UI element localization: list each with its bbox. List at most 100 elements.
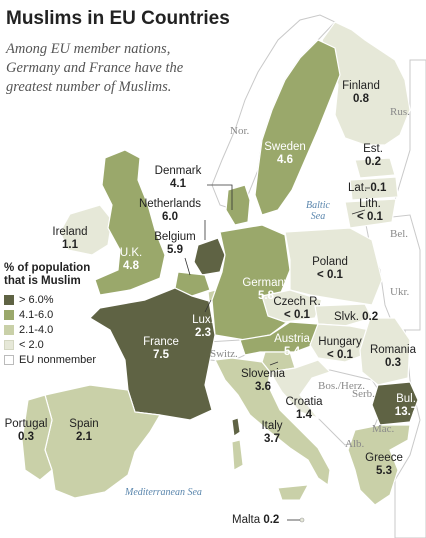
lithuania-leader (351, 209, 366, 215)
country-value: 5.8 (258, 290, 274, 302)
label-slovenia: Slovenia 3.6 (238, 368, 288, 394)
legend-item: 2.1-4.0 (4, 322, 114, 337)
netherlands-shape (193, 237, 226, 276)
map-title: Muslims in EU Countries (6, 8, 230, 29)
country-value: 5.9 (167, 244, 183, 256)
country-name: Romania (369, 344, 417, 356)
label-portugal: Portugal 0.3 (4, 418, 48, 444)
country-name: Czech R. (273, 296, 321, 308)
country-value: 4.1 (170, 178, 186, 190)
country-name: Bul. (396, 393, 416, 405)
country-name: Austria (274, 333, 310, 345)
label-belarus: Bel. (390, 228, 409, 240)
country-name: Lith. (359, 198, 381, 210)
country-name: Italy (261, 420, 283, 432)
label-spain: Spain 2.1 (66, 418, 102, 444)
country-name: U.K. (119, 247, 143, 259)
country-value: 4.6 (277, 154, 293, 166)
country-value: 1.1 (62, 239, 78, 251)
country-name: Belgium (154, 231, 196, 243)
country-value: 13.7 (394, 406, 418, 418)
sicily-shape (277, 484, 309, 501)
label-malta: Malta 0.2 (232, 514, 279, 527)
legend-swatch (4, 339, 14, 350)
country-name: Slvk. (334, 311, 359, 323)
legend-item: < 2.0 (4, 337, 114, 352)
label-albania: Alb. (345, 438, 365, 450)
label-bulgaria: Bul. 13.7 (390, 393, 422, 419)
label-belgium: Belgium 5.9 (153, 231, 197, 257)
sardinia-shape (231, 439, 244, 471)
country-value: < 0.1 (317, 269, 343, 281)
legend-swatch (4, 324, 14, 335)
poland-shape (284, 227, 383, 306)
croatia-shape (269, 359, 332, 420)
slovakia-shape (314, 303, 373, 327)
label-russia: Rus. (390, 106, 410, 118)
label-czech: Czech R. < 0.1 (272, 296, 322, 322)
ireland-shape (59, 204, 113, 256)
legend-item: 4.1-6.0 (4, 307, 114, 322)
country-value: 0.2 (263, 514, 280, 526)
corsica-shape (231, 417, 241, 437)
label-serbia: Serb. (352, 388, 375, 400)
portugal-shape (21, 394, 53, 481)
leader-lines (184, 184, 370, 521)
label-switzerland: Switz. (210, 348, 238, 360)
label-lithuania: Lith. < 0.1 (352, 198, 388, 224)
label-hungary: Hungary < 0.1 (316, 336, 364, 362)
country-value: 0.2 (362, 311, 379, 323)
country-name: Lat. (348, 182, 368, 194)
country-value: 7.5 (153, 349, 169, 361)
country-value: < 0.1 (327, 349, 353, 361)
italy-shape (214, 357, 331, 487)
country-value: 0.8 (353, 93, 369, 105)
belgium-shape (174, 271, 211, 297)
label-netherlands: Netherlands 6.0 (134, 198, 206, 224)
country-name: Netherlands (138, 198, 201, 210)
france-shape (89, 287, 216, 421)
luxembourg-leader (204, 299, 212, 313)
country-name: Malta (232, 514, 261, 526)
label-greece: Greece 5.3 (364, 452, 404, 478)
country-value: 5.4 (284, 346, 300, 358)
legend-label: EU nonmember (19, 353, 97, 366)
country-value: 5.3 (376, 465, 392, 477)
country-value: 3.7 (264, 433, 280, 445)
country-value: 0.1 (370, 182, 387, 194)
hungary-shape (309, 323, 373, 363)
country-value: 0.2 (365, 156, 381, 168)
label-italy: Italy 3.7 (256, 420, 288, 446)
legend-title: % of population that is Muslim (4, 262, 91, 287)
country-name: Est. (363, 143, 383, 155)
label-sweden: Sweden 4.6 (261, 141, 309, 167)
legend-label: > 6.0% (19, 293, 54, 306)
country-name: Germany (242, 277, 290, 289)
legend-swatch (4, 354, 14, 365)
estonia-shape (354, 157, 396, 179)
country-name: Poland (312, 256, 348, 268)
legend-label: 2.1-4.0 (19, 323, 54, 336)
country-value: < 0.1 (284, 309, 310, 321)
label-germany: Germany 5.8 (238, 277, 294, 303)
malta-shape (299, 517, 305, 523)
country-value: < 0.1 (357, 211, 383, 223)
slovenia-leader (269, 361, 279, 366)
country-value: 0.3 (18, 431, 34, 443)
label-ukraine: Ukr. (390, 286, 410, 298)
label-croatia: Croatia 1.4 (282, 396, 326, 422)
latvia-shape (349, 176, 399, 201)
country-value: 0.3 (385, 357, 401, 369)
country-name: Greece (365, 452, 403, 464)
country-value: 4.8 (123, 260, 139, 272)
uk-shape (94, 149, 166, 296)
denmark-leader (207, 184, 233, 210)
label-estonia: Est. 0.2 (361, 143, 385, 169)
denmark-shape (225, 184, 251, 226)
country-name: Spain (69, 418, 99, 430)
label-denmark: Denmark 4.1 (148, 165, 208, 191)
label-luxembourg: Lux. 2.3 (188, 314, 218, 340)
baltic-sea-label: Baltic Sea (306, 200, 330, 222)
label-uk: U.K. 4.8 (116, 247, 146, 273)
